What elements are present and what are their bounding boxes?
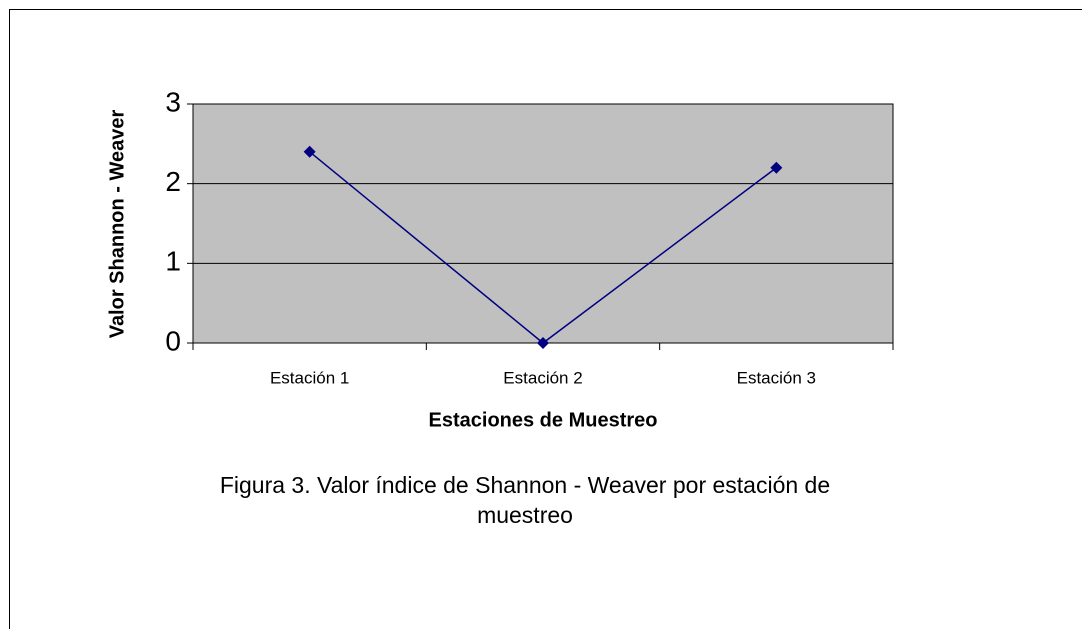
y-axis-title: Valor Shannon - Weaver <box>106 109 128 338</box>
y-tick-label: 3 <box>165 86 181 117</box>
x-tick-label: Estación 2 <box>503 368 582 387</box>
y-tick-label: 2 <box>165 166 181 197</box>
x-tick-label: Estación 1 <box>270 368 349 387</box>
data-point <box>770 161 783 174</box>
data-point <box>303 145 316 158</box>
y-tick-label: 0 <box>165 325 181 356</box>
plot-area <box>193 104 893 343</box>
x-tick-label: Estación 3 <box>737 368 816 387</box>
caption: Figura 3. Valor índice de Shannon - Weav… <box>219 472 831 528</box>
data-point <box>537 337 549 349</box>
y-tick-label: 1 <box>165 246 181 277</box>
x-axis-title: Estaciones de Muestreo <box>429 409 658 431</box>
